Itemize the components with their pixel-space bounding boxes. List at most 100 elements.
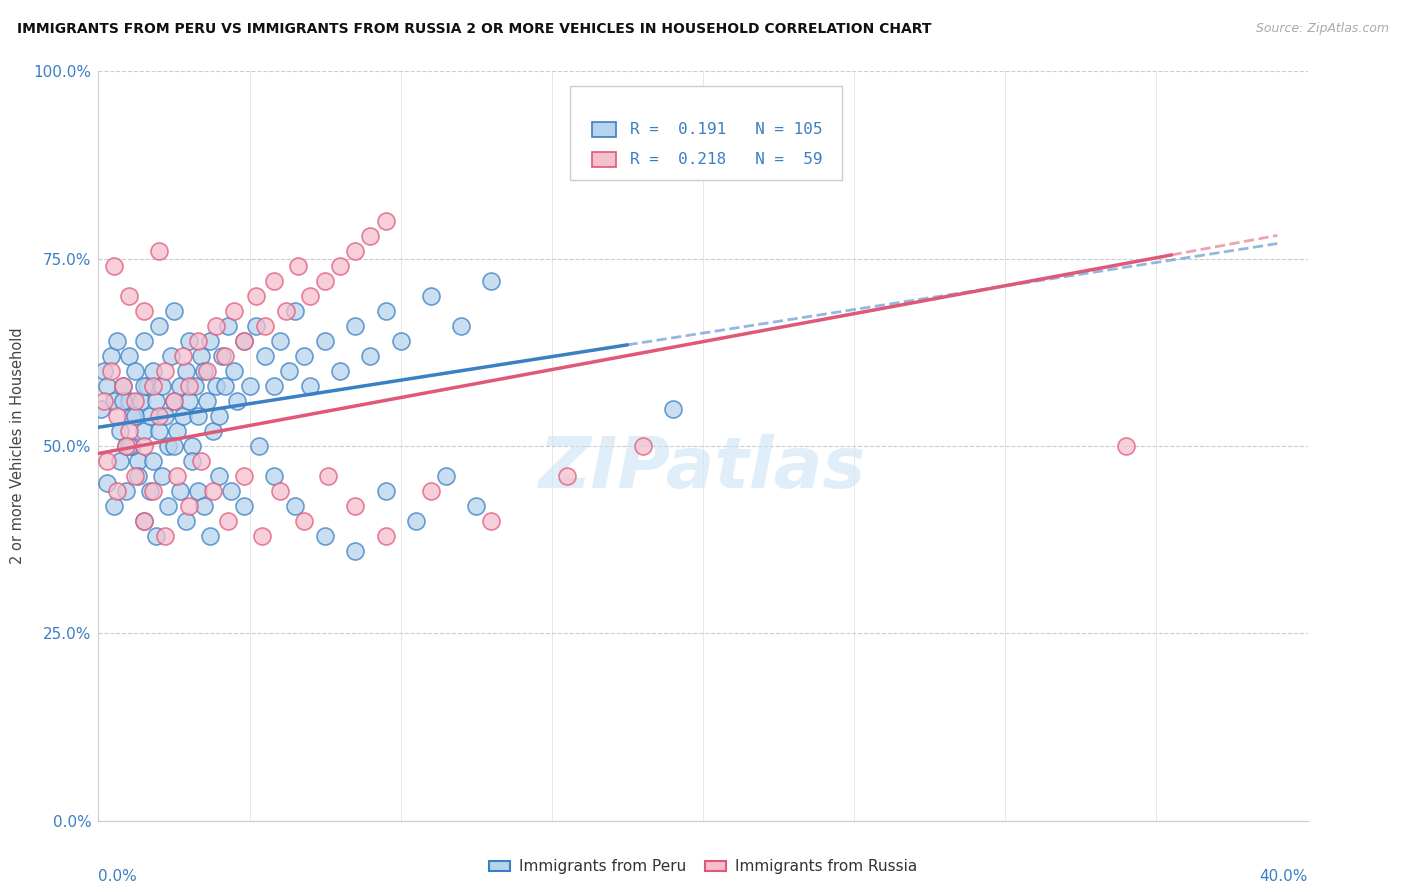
Point	[329, 259, 352, 273]
Point	[163, 439, 186, 453]
Point	[344, 544, 367, 558]
Point	[148, 319, 170, 334]
Point	[299, 289, 322, 303]
Point	[179, 394, 201, 409]
Point	[179, 499, 201, 513]
Point	[299, 379, 322, 393]
Point	[374, 529, 396, 543]
Point	[187, 409, 209, 423]
Point	[105, 409, 128, 423]
Point	[172, 409, 194, 423]
Point	[179, 379, 201, 393]
Point	[93, 394, 115, 409]
Point	[150, 379, 173, 393]
FancyBboxPatch shape	[592, 121, 616, 136]
Point	[232, 334, 254, 348]
Point	[344, 499, 367, 513]
Point	[124, 409, 146, 423]
Point	[132, 304, 155, 318]
Point	[316, 469, 339, 483]
Point	[181, 439, 204, 453]
Point	[129, 394, 152, 409]
Point	[96, 476, 118, 491]
Point	[221, 483, 243, 498]
Point	[100, 364, 122, 378]
Point	[232, 334, 254, 348]
Point	[195, 394, 218, 409]
Point	[389, 334, 412, 348]
Point	[139, 409, 162, 423]
Point	[420, 289, 443, 303]
Point	[205, 379, 228, 393]
Point	[153, 409, 176, 423]
Point	[1115, 439, 1137, 453]
Point	[420, 483, 443, 498]
Point	[153, 529, 176, 543]
Point	[465, 499, 488, 513]
Point	[284, 304, 307, 318]
Point	[114, 439, 136, 453]
Point	[226, 394, 249, 409]
Point	[360, 229, 382, 244]
Point	[208, 469, 231, 483]
Point	[202, 483, 225, 498]
Point	[111, 379, 134, 393]
Point	[434, 469, 457, 483]
Point	[292, 514, 315, 528]
Point	[166, 469, 188, 483]
Point	[232, 499, 254, 513]
FancyBboxPatch shape	[569, 87, 842, 180]
Point	[132, 379, 155, 393]
Point	[121, 439, 143, 453]
Point	[148, 244, 170, 259]
Point	[263, 274, 285, 288]
Point	[250, 529, 273, 543]
Point	[118, 349, 141, 363]
Point	[314, 334, 336, 348]
Point	[132, 439, 155, 453]
Text: R =  0.218   N =  59: R = 0.218 N = 59	[630, 153, 823, 168]
Point	[156, 499, 179, 513]
Point	[108, 454, 131, 468]
Point	[169, 379, 191, 393]
Point	[108, 424, 131, 438]
Point	[344, 319, 367, 334]
Point	[184, 379, 207, 393]
Point	[150, 469, 173, 483]
Point	[200, 334, 222, 348]
Point	[105, 483, 128, 498]
Point	[205, 319, 228, 334]
Point	[124, 364, 146, 378]
Point	[118, 424, 141, 438]
Point	[132, 334, 155, 348]
Point	[269, 334, 291, 348]
Point	[105, 334, 128, 348]
Point	[172, 349, 194, 363]
Point	[132, 514, 155, 528]
Point	[253, 349, 276, 363]
Point	[214, 379, 236, 393]
Point	[135, 379, 157, 393]
Point	[163, 394, 186, 409]
Point	[163, 304, 186, 318]
Point	[142, 379, 165, 393]
Point	[631, 439, 654, 453]
Point	[217, 319, 239, 334]
Point	[156, 439, 179, 453]
Point	[124, 469, 146, 483]
Point	[103, 394, 125, 409]
Point	[344, 244, 367, 259]
Text: 40.0%: 40.0%	[1260, 870, 1308, 884]
Point	[145, 394, 167, 409]
Point	[374, 483, 396, 498]
Point	[169, 483, 191, 498]
Point	[277, 364, 299, 378]
Point	[121, 409, 143, 423]
Point	[190, 349, 212, 363]
Point	[217, 514, 239, 528]
Point	[103, 259, 125, 273]
Point	[360, 349, 382, 363]
Point	[93, 364, 115, 378]
Point	[247, 439, 270, 453]
Point	[132, 424, 155, 438]
